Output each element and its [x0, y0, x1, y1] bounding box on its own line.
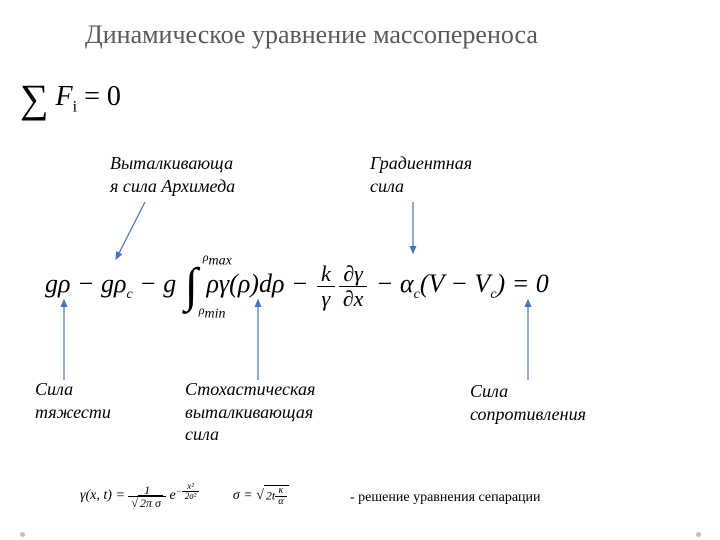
gamma-xt: γ(x, t) =: [80, 488, 128, 503]
sigma-radical: √: [256, 488, 264, 503]
e-base: e: [166, 488, 176, 503]
slide-title: Динамическое уравнение массопереноса: [85, 20, 538, 50]
sum-equation: ∑ Fi = 0: [20, 75, 121, 122]
frac-k-gamma: kγ: [317, 262, 335, 309]
bottom-equation: γ(x, t) = 1√2π σ e−x²2σ² σ = √ 2tκα: [80, 482, 289, 509]
term-grho: gρ: [45, 269, 70, 298]
exp: −x²2σ²: [176, 486, 200, 496]
sum-eq-zero: = 0: [77, 81, 121, 112]
corner-bullet-1: [696, 532, 701, 537]
minus1: −: [284, 269, 315, 298]
arrow-0: [116, 202, 145, 259]
label-resistance: Силасопротивления: [470, 380, 586, 425]
paren-V: (V − V: [420, 269, 491, 298]
term-grhoc: − gρ: [70, 269, 126, 298]
frac-dgamma-dx: ∂γ∂x: [339, 262, 368, 309]
sigma-eq: σ =: [233, 488, 256, 503]
label-stochastic: Стохастическаявыталкивающаясила: [185, 378, 315, 446]
solution-text: - решение уравнения сепарации: [350, 490, 541, 506]
minus-alpha: − α: [369, 269, 413, 298]
label-archimedes: Выталкивающая сила Архимеда: [110, 152, 235, 197]
label-gradient: Градиентнаясила: [370, 152, 472, 197]
paren-close: ) = 0: [497, 269, 549, 298]
integral-sign: ρmax ∫ ρmin: [185, 260, 198, 312]
corner-bullet-0: [20, 532, 25, 537]
frac-1-sqrt: 1√2π σ: [128, 484, 166, 509]
integrand: ργ(ρ)dρ: [206, 269, 284, 298]
label-gravity: Силатяжести: [35, 378, 111, 423]
sum-F: F: [56, 81, 73, 112]
term-g: − g: [133, 269, 177, 298]
sigma-radicand: 2tκα: [264, 485, 289, 507]
sigma-symbol: ∑: [20, 76, 49, 121]
main-equation: gρ − gρc − g ρmax ∫ ρmin ργ(ρ)dρ − kγ∂γ∂…: [45, 260, 549, 312]
